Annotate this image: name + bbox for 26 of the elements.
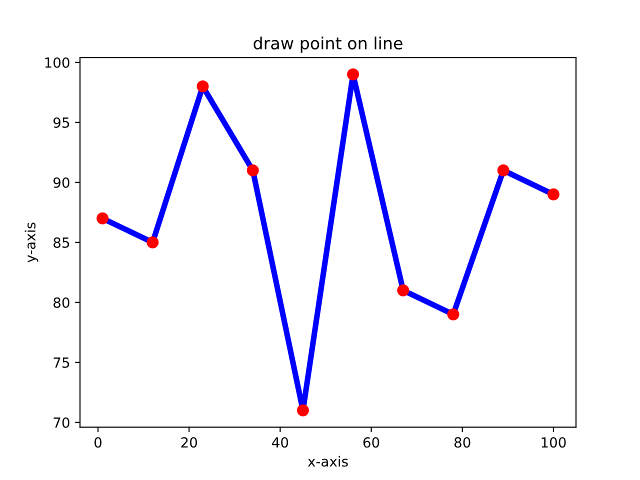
chart-title: draw point on line xyxy=(254,36,402,53)
x-axis-title: x-axis xyxy=(308,456,348,467)
x-tick-label: 40 xyxy=(272,437,288,448)
point xyxy=(497,164,510,176)
point xyxy=(96,212,109,224)
point xyxy=(547,188,560,200)
point xyxy=(296,404,309,416)
y-tick-label: 90 xyxy=(53,177,70,188)
y-axis-title: y-axis xyxy=(24,222,38,262)
x-tick-label: 60 xyxy=(363,437,380,448)
point xyxy=(146,236,159,248)
y-tick-label: 100 xyxy=(45,57,70,68)
point xyxy=(347,68,360,80)
point xyxy=(397,284,410,296)
y-tick-label: 80 xyxy=(54,297,70,308)
x-tick-label: 80 xyxy=(454,437,470,448)
y-tick-label: 75 xyxy=(54,358,70,368)
y-tick-label: 85 xyxy=(54,237,70,248)
point xyxy=(246,164,259,176)
x-tick-label: 100 xyxy=(542,437,566,448)
y-tick-label: 95 xyxy=(53,117,70,128)
point xyxy=(196,80,209,92)
x-tick-label: 20 xyxy=(181,437,197,448)
x-tick-label: 0 xyxy=(94,437,102,448)
y-tick-label: 70 xyxy=(54,417,70,428)
point xyxy=(447,308,460,320)
